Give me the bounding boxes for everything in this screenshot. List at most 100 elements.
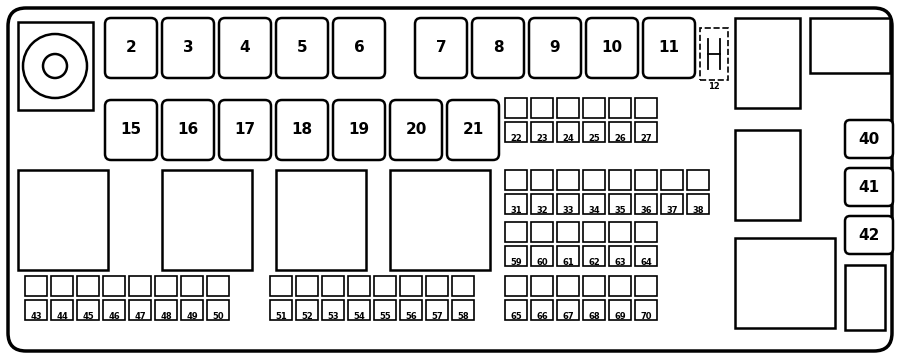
Bar: [661, 194, 683, 214]
Text: 33: 33: [562, 206, 574, 215]
Bar: [505, 194, 527, 214]
Bar: [51, 276, 73, 296]
FancyBboxPatch shape: [162, 18, 214, 78]
Bar: [531, 246, 553, 266]
Bar: [400, 276, 422, 296]
Bar: [25, 276, 47, 296]
Text: 47: 47: [134, 312, 146, 321]
Text: 3: 3: [183, 41, 194, 56]
Text: 42: 42: [859, 228, 879, 242]
Text: 61: 61: [562, 258, 574, 267]
Text: 25: 25: [588, 134, 600, 143]
Bar: [583, 170, 605, 190]
FancyBboxPatch shape: [276, 100, 328, 160]
Bar: [51, 300, 73, 320]
Text: 54: 54: [353, 312, 364, 321]
Text: 65: 65: [510, 312, 522, 321]
Text: 12: 12: [708, 82, 720, 91]
Bar: [635, 98, 657, 118]
Text: 53: 53: [328, 312, 338, 321]
Bar: [635, 194, 657, 214]
FancyBboxPatch shape: [390, 100, 442, 160]
FancyBboxPatch shape: [105, 18, 157, 78]
Bar: [452, 300, 474, 320]
Bar: [635, 222, 657, 242]
Text: 67: 67: [562, 312, 574, 321]
Bar: [77, 276, 99, 296]
Bar: [155, 300, 177, 320]
Text: 15: 15: [121, 122, 141, 137]
Text: 18: 18: [292, 122, 312, 137]
Bar: [687, 170, 709, 190]
Text: 63: 63: [614, 258, 626, 267]
Bar: [661, 170, 683, 190]
Text: 20: 20: [405, 122, 427, 137]
Bar: [505, 170, 527, 190]
Text: 44: 44: [56, 312, 68, 321]
Text: 45: 45: [82, 312, 94, 321]
Bar: [181, 276, 203, 296]
Text: 59: 59: [510, 258, 522, 267]
Bar: [557, 170, 579, 190]
Text: 22: 22: [510, 134, 522, 143]
Text: 31: 31: [510, 206, 522, 215]
Bar: [583, 98, 605, 118]
Bar: [609, 300, 631, 320]
Bar: [531, 222, 553, 242]
FancyBboxPatch shape: [105, 100, 157, 160]
FancyBboxPatch shape: [447, 100, 499, 160]
Bar: [583, 194, 605, 214]
Bar: [129, 300, 151, 320]
Text: 2: 2: [126, 41, 137, 56]
Bar: [557, 222, 579, 242]
Text: 40: 40: [859, 131, 879, 146]
Text: 27: 27: [640, 134, 652, 143]
Bar: [505, 276, 527, 296]
Bar: [25, 300, 47, 320]
Bar: [557, 98, 579, 118]
Text: 35: 35: [614, 206, 626, 215]
FancyBboxPatch shape: [162, 100, 214, 160]
Text: 34: 34: [589, 206, 599, 215]
Text: 62: 62: [588, 258, 600, 267]
Bar: [155, 276, 177, 296]
Bar: [557, 276, 579, 296]
Bar: [505, 246, 527, 266]
FancyBboxPatch shape: [415, 18, 467, 78]
Bar: [296, 276, 318, 296]
Bar: [162, 170, 252, 270]
Bar: [583, 246, 605, 266]
Bar: [609, 98, 631, 118]
Bar: [505, 122, 527, 142]
Bar: [845, 265, 885, 330]
FancyBboxPatch shape: [472, 18, 524, 78]
Text: 52: 52: [302, 312, 313, 321]
Bar: [609, 276, 631, 296]
Text: 69: 69: [614, 312, 626, 321]
Bar: [505, 300, 527, 320]
Text: 5: 5: [297, 41, 307, 56]
Bar: [270, 300, 292, 320]
Text: 58: 58: [457, 312, 469, 321]
Bar: [609, 222, 631, 242]
Bar: [635, 300, 657, 320]
Text: 37: 37: [666, 206, 678, 215]
Bar: [296, 300, 318, 320]
Bar: [77, 300, 99, 320]
FancyBboxPatch shape: [333, 18, 385, 78]
Bar: [583, 122, 605, 142]
Text: 60: 60: [536, 258, 548, 267]
Bar: [129, 276, 151, 296]
FancyBboxPatch shape: [333, 100, 385, 160]
Bar: [426, 276, 448, 296]
Bar: [609, 246, 631, 266]
Bar: [103, 300, 125, 320]
Bar: [557, 122, 579, 142]
Bar: [531, 98, 553, 118]
Bar: [687, 194, 709, 214]
Text: 7: 7: [436, 41, 446, 56]
Bar: [735, 238, 835, 328]
Text: 32: 32: [536, 206, 548, 215]
FancyBboxPatch shape: [586, 18, 638, 78]
Bar: [635, 122, 657, 142]
